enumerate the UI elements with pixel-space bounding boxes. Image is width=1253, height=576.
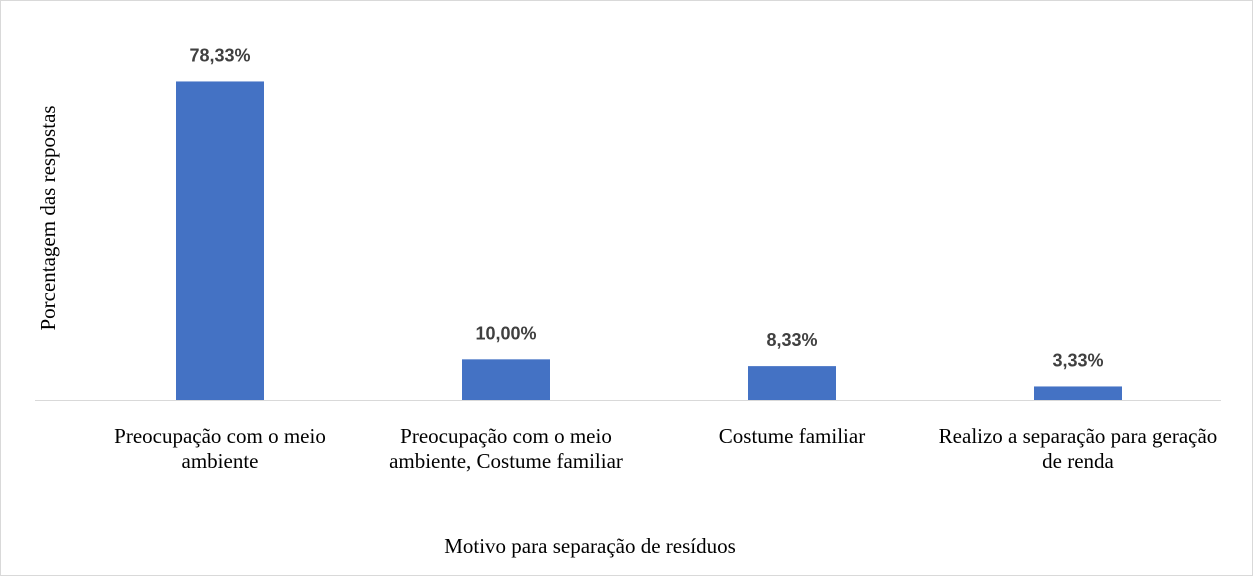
data-label: 78,33% xyxy=(189,45,250,65)
x-tick-label: Preocupação com o meio ambiente xyxy=(114,424,326,473)
y-axis-title: Porcentagem das respostas xyxy=(36,105,60,330)
x-tick-label: Realizo a separação para geração de rend… xyxy=(938,424,1218,473)
data-label: 8,33% xyxy=(766,330,817,350)
data-label: 3,33% xyxy=(1052,350,1103,370)
x-axis-title: Motivo para separação de resíduos xyxy=(444,534,736,558)
x-tick-label: Costume familiar xyxy=(718,424,866,448)
bar xyxy=(462,359,550,400)
bar xyxy=(176,81,264,400)
bar xyxy=(748,366,836,400)
bar xyxy=(1034,386,1122,400)
x-tick-label: Preocupação com o meio ambiente, Costume… xyxy=(389,424,623,473)
data-label: 10,00% xyxy=(475,323,536,343)
